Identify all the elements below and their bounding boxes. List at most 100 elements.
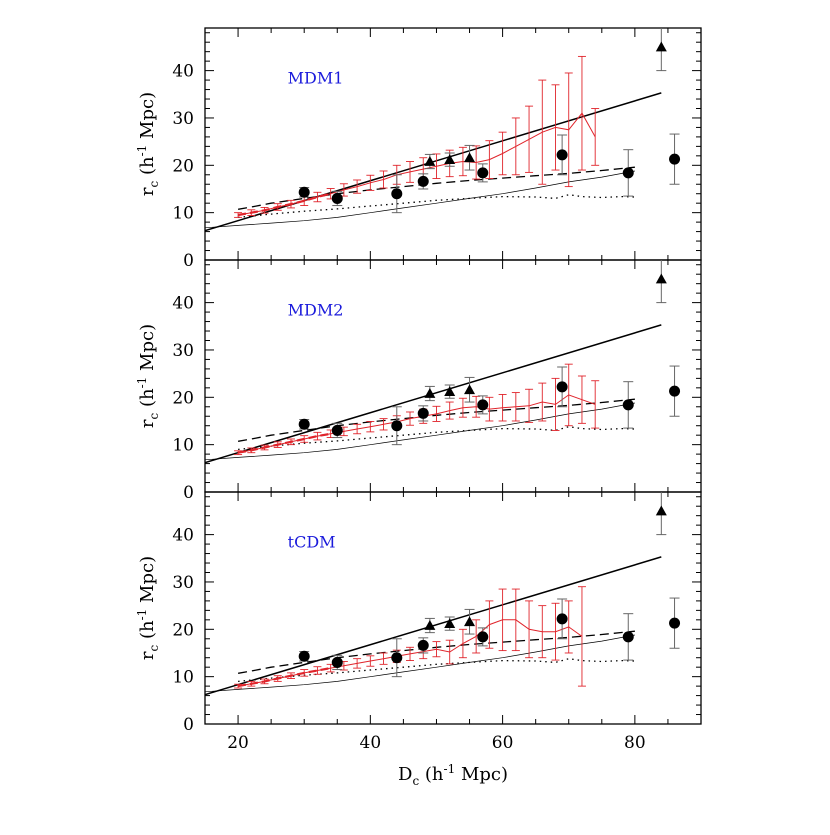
model-error-bar	[485, 396, 494, 422]
obs-circle-point	[331, 656, 343, 668]
model-error-bar	[234, 683, 243, 689]
model-error-bar	[511, 117, 520, 176]
model-error-bar	[564, 363, 573, 427]
model-error-bar	[379, 418, 388, 431]
solid-line-series	[205, 324, 662, 464]
solid-line-series	[205, 556, 662, 696]
y-tick-label: 20	[172, 156, 194, 176]
model-error-bar	[353, 658, 362, 669]
y-axis-title: rc (h-1 Mpc)	[135, 324, 161, 428]
model-error-bar	[406, 411, 415, 426]
y-axis-title: rc (h-1 Mpc)	[135, 92, 161, 196]
model-error-bar	[313, 666, 322, 675]
obs-circle-point	[622, 631, 634, 643]
y-tick-label: 0	[183, 483, 194, 503]
model-error-bar	[577, 375, 586, 424]
model-error-bar	[485, 140, 494, 180]
obs-circle-point	[477, 399, 489, 411]
model-error-bar	[313, 191, 322, 203]
obs-circle-point	[556, 381, 568, 393]
model-error-bar	[498, 394, 507, 422]
panel-label: MDM2	[288, 300, 344, 319]
y-tick-label: 40	[172, 526, 194, 546]
model-error-bar	[577, 55, 586, 171]
panel-frame	[204, 259, 702, 493]
y-tick-label: 40	[172, 62, 194, 82]
panel-label: tCDM	[288, 532, 336, 551]
obs-triangle-point	[464, 384, 476, 395]
y-tick-label: 30	[172, 573, 194, 593]
obs-circle-point	[669, 153, 681, 165]
model-error-bar	[432, 405, 441, 422]
obs-triangle-point	[424, 156, 436, 166]
panel-frame	[204, 27, 702, 261]
panel-mdm1: 0 10 20 30 40 rc (h-1 Mpc) MDM1	[135, 27, 702, 271]
y-tick-label: 20	[172, 388, 194, 408]
panel-mdm2: 0 10 20 30 40 rc (h-1 Mpc) MDM2	[135, 259, 702, 503]
obs-circle-point	[669, 617, 681, 629]
y-tick-label: 30	[172, 109, 194, 129]
model-error-bar	[379, 170, 388, 189]
model-error-bar	[472, 619, 481, 654]
model-error-bar	[525, 388, 534, 423]
model-error-bar	[538, 79, 547, 185]
obs-circle-point	[622, 399, 634, 411]
x-axis-tick-labels: 20 40 60 80	[227, 733, 645, 753]
model-dashed-overlay	[237, 432, 331, 454]
dotted-line-series	[238, 194, 635, 219]
obs-circle-point	[477, 167, 489, 179]
model-error-bar	[485, 600, 494, 649]
model-error-bar	[551, 84, 560, 171]
panel-frame	[204, 491, 702, 725]
obs-triangle-point	[424, 620, 436, 630]
model-error-bar	[538, 382, 547, 422]
model-error-bar	[564, 600, 573, 654]
model-dashed-overlay	[237, 192, 331, 217]
obs-circle-point	[331, 192, 343, 204]
model-error-bar	[511, 588, 520, 652]
y-tick-label: 10	[172, 204, 194, 224]
thin-line-series	[205, 634, 635, 693]
model-error-bar	[511, 392, 520, 422]
obs-circle-point	[391, 652, 403, 664]
model-error-bar	[313, 431, 322, 441]
solid-line-series	[205, 92, 662, 232]
y-tick-label: 0	[183, 715, 194, 735]
model-error-bar	[498, 131, 507, 176]
model-error-bar	[591, 108, 600, 166]
model-error-bar	[406, 161, 415, 183]
y-tick-label: 30	[172, 341, 194, 361]
model-error-bar	[564, 72, 573, 188]
obs-triangle-point	[655, 41, 667, 52]
obs-circle-point	[417, 639, 429, 651]
y-tick-label: 40	[172, 294, 194, 314]
panel-label: MDM1	[288, 68, 344, 87]
obs-circle-point	[417, 175, 429, 187]
model-error-bar	[432, 641, 441, 658]
x-axis-title: Dc (h-1 Mpc)	[398, 762, 508, 788]
model-error-bar	[551, 377, 560, 431]
model-error-bar	[591, 380, 600, 429]
model-error-bar	[379, 652, 388, 665]
obs-triangle-point	[444, 154, 456, 165]
plot-area	[205, 324, 662, 464]
model-error-bar	[458, 397, 467, 418]
obs-circle-point	[477, 631, 489, 643]
dotted-line-series	[238, 426, 635, 451]
plot-area	[205, 55, 662, 232]
obs-circle-point	[556, 149, 568, 161]
obs-circle-point	[417, 407, 429, 419]
model-error-bar	[445, 401, 454, 420]
obs-circle-point	[331, 424, 343, 436]
obs-circle-point	[556, 613, 568, 625]
x-tick-label: 60	[492, 733, 514, 753]
obs-triangle-point	[655, 273, 667, 284]
model-error-bar	[353, 423, 362, 435]
y-tick-label: 10	[172, 668, 194, 688]
model-error-bar	[458, 146, 467, 177]
model-error-bar	[366, 174, 375, 191]
panel-tcdm: 0 10 20 30 40 rc (h-1 Mpc) tCDM	[135, 491, 702, 735]
obs-circle-point	[391, 188, 403, 200]
obs-circle-point	[622, 167, 634, 179]
y-axis-title: rc (h-1 Mpc)	[135, 556, 161, 660]
